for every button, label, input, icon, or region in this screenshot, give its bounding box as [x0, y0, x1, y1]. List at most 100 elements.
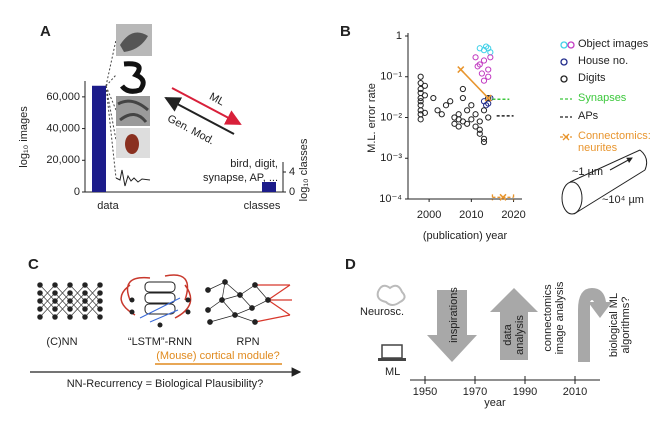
- point: [485, 66, 492, 73]
- point: [438, 111, 445, 118]
- point: [430, 94, 437, 102]
- y-tick-label: 20,000: [46, 154, 80, 166]
- rpn-diagram: [205, 279, 292, 325]
- label: data: [502, 323, 514, 345]
- annotation: ~10⁴ µm: [602, 194, 644, 206]
- tick-label: 1950: [413, 386, 437, 398]
- gen-mod-label: Gen. Mod.: [165, 113, 216, 148]
- line: [460, 69, 489, 99]
- bar: [262, 182, 276, 192]
- point: [421, 82, 428, 89]
- legend-entry: Digits: [578, 72, 606, 84]
- rnn-diagram: [120, 274, 192, 328]
- point: [476, 61, 483, 68]
- y-tick-label: 10⁻²: [380, 111, 402, 123]
- module-label: (Mouse) cortical module?: [156, 350, 280, 362]
- y-tick-label: 10⁻⁴: [379, 193, 402, 205]
- y2-tick-label: 4: [289, 166, 295, 178]
- point: [472, 54, 479, 61]
- label: algorithms?: [620, 297, 632, 354]
- panel-label: C: [28, 256, 39, 273]
- legend-entry: House no.: [578, 55, 628, 67]
- point: [472, 123, 479, 130]
- x-tick-label: data: [97, 200, 119, 212]
- point: [455, 116, 462, 123]
- legend-label: Digits: [578, 72, 606, 84]
- point: [485, 73, 492, 80]
- label: image analysis: [554, 281, 566, 354]
- tick-label: 2010: [563, 386, 587, 398]
- point: [487, 54, 494, 61]
- laptop-icon: [378, 344, 406, 361]
- legend-marker: [560, 58, 568, 66]
- label: ML: [385, 366, 400, 378]
- point: [455, 111, 462, 118]
- cnn-diagram: [37, 282, 103, 320]
- legend-entry: Connectomics: neurites: [578, 130, 651, 154]
- net-label: “LSTM”-RNN: [128, 336, 192, 348]
- point: [476, 118, 483, 125]
- down-arrow: [427, 290, 477, 362]
- point: [468, 102, 475, 109]
- legend-label: Object images: [578, 38, 649, 50]
- legend-entry: Object images: [578, 38, 649, 50]
- y-tick-label: 60,000: [46, 91, 80, 103]
- label: Neurosc.: [360, 306, 404, 318]
- ml-arrow: [171, 87, 242, 125]
- point: [457, 66, 465, 74]
- y2-axis-title: log₁₀ classes: [298, 138, 310, 201]
- point: [464, 107, 471, 114]
- point: [417, 85, 424, 93]
- point: [447, 98, 454, 105]
- y-tick-label: 0: [74, 186, 80, 198]
- point: [484, 94, 492, 102]
- panel-label: B: [340, 23, 351, 40]
- label: connectomics: [542, 284, 554, 352]
- y-tick-label: 1: [396, 30, 402, 42]
- point: [480, 135, 488, 142]
- tick-label: 1970: [463, 386, 487, 398]
- legend-marker: [562, 133, 570, 141]
- point: [459, 94, 466, 102]
- point: [464, 120, 471, 127]
- point: [476, 126, 483, 133]
- legend-marker: [560, 75, 568, 83]
- y-tick-label: 10⁻³: [380, 152, 402, 164]
- point: [421, 92, 428, 99]
- ml-label: ML: [207, 91, 226, 109]
- axis-label: NN-Recurrency = Biological Plausibility?: [67, 378, 264, 390]
- point: [485, 94, 492, 102]
- bar: [92, 85, 106, 192]
- point: [417, 79, 424, 87]
- point: [417, 73, 424, 80]
- thumbnails: [105, 24, 152, 187]
- up-arrow: [490, 288, 538, 360]
- tick-label: 1990: [513, 386, 537, 398]
- annotation: ~1 µm: [572, 166, 603, 178]
- gen-mod-arrow: [164, 97, 235, 135]
- legend-entry: APs: [578, 110, 598, 122]
- annotation: synapse, AP, ...: [203, 172, 278, 184]
- axis-label: year: [484, 397, 506, 409]
- point: [459, 85, 466, 93]
- y-tick-label: 40,000: [46, 122, 80, 134]
- point: [434, 107, 441, 114]
- point: [451, 120, 458, 127]
- x-tick-label: 2010: [459, 209, 483, 221]
- annotation: bird, digit,: [230, 158, 278, 170]
- point: [417, 94, 424, 102]
- x-axis-title: (publication) year: [423, 230, 508, 242]
- point: [472, 111, 479, 118]
- error-bar: [491, 194, 515, 201]
- x-tick-label: classes: [244, 200, 281, 212]
- y-axis-title: log₁₀ images: [18, 106, 30, 168]
- brain-icon: [376, 284, 406, 306]
- axon-drawing: [561, 149, 648, 215]
- legend-label: Connectomics: neurites: [578, 130, 651, 154]
- label: analysis: [514, 315, 526, 355]
- point: [468, 116, 475, 123]
- point: [480, 57, 488, 64]
- label: inspirations: [448, 287, 460, 343]
- point: [480, 77, 488, 84]
